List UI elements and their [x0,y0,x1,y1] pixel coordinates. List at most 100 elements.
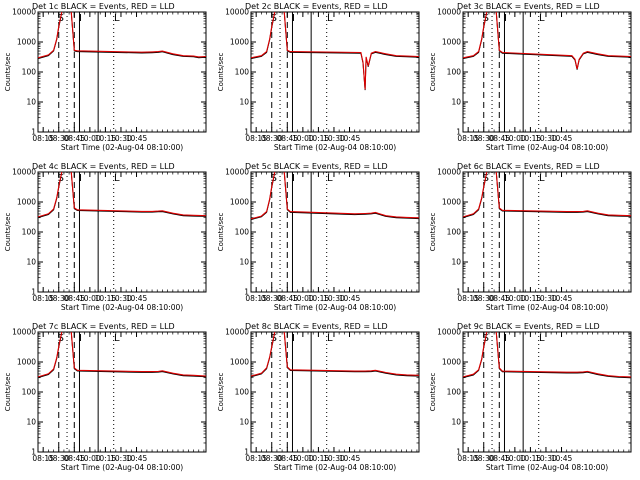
y-tick-label: 10000 [225,328,249,337]
panel-title: Det 8c BLACK = Events, RED = LLD [245,322,388,331]
marker-letter: L [114,333,120,344]
x-tick-label: 08:45 [488,294,510,303]
x-axis-label: Start Time (02-Aug-04 08:10:00) [486,143,608,152]
x-tick-label: 08:45 [276,454,298,463]
marker-letter: I [79,13,82,24]
x-tick-label: 08:45 [488,454,510,463]
x-tick-label: 08:15 [245,294,267,303]
y-tick-label: 10 [26,418,36,427]
marker-letter: I [504,173,507,184]
y-tick-label: 1 [456,448,461,457]
x-tick-label: 10:45 [126,134,148,143]
x-tick-label: 08:15 [457,294,479,303]
y-tick-label: 10 [239,258,249,267]
y-tick-label: 10 [451,258,461,267]
x-tick-label: 10:30 [110,454,132,463]
y-tick-label: 10 [26,258,36,267]
x-tick-label: 08:30 [261,454,283,463]
x-axis-label: Start Time (02-Aug-04 08:10:00) [486,463,608,472]
x-tick-label: 10:00 [292,294,314,303]
y-tick-label: 1 [31,288,36,297]
x-tick-label: 10:00 [292,454,314,463]
lld-series-line [463,12,631,70]
x-tick-label: 10:45 [551,294,573,303]
x-axis-label: Start Time (02-Aug-04 08:10:00) [61,463,183,472]
x-tick-label: 08:15 [245,134,267,143]
x-tick-label: 08:30 [261,294,283,303]
y-tick-label: 1000 [230,198,249,207]
x-tick-label: 10:00 [79,454,101,463]
x-tick-label: 10:15 [308,454,330,463]
y-tick-label: 100 [22,228,37,237]
x-tick-label: 08:30 [48,134,70,143]
x-axis-label: Start Time (02-Aug-04 08:10:00) [274,463,396,472]
x-tick-label: 10:30 [110,294,132,303]
x-tick-label: 10:45 [339,454,361,463]
y-axis-label: Counts/sec [217,373,225,412]
x-tick-label: 08:30 [261,134,283,143]
x-tick-label: 08:45 [63,454,85,463]
y-tick-label: 100 [22,68,37,77]
marker-letter: L [114,173,120,184]
x-tick-label: 10:15 [95,454,117,463]
x-tick-label: 10:15 [95,134,117,143]
x-tick-label: 10:00 [504,294,526,303]
marker-letter: I [504,13,507,24]
y-tick-label: 10 [451,98,461,107]
y-tick-label: 100 [235,228,250,237]
y-tick-label: 1 [244,448,249,457]
x-tick-label: 10:30 [323,454,345,463]
y-tick-label: 10000 [225,8,249,17]
panel-title: Det 7c BLACK = Events, RED = LLD [32,322,175,331]
plot-frame [250,331,420,453]
panel-title: Det 5c BLACK = Events, RED = LLD [245,162,388,171]
x-tick-label: 08:15 [32,134,54,143]
x-tick-label: 10:45 [551,454,573,463]
y-tick-label: 1000 [442,358,461,367]
detector-panel-2: Det 2c BLACK = Events, RED = LLD 1 10 100 10… [217,2,420,152]
x-tick-label: 08:30 [473,134,495,143]
y-tick-label: 1000 [17,358,36,367]
y-tick-label: 1 [456,288,461,297]
y-tick-label: 10 [239,418,249,427]
y-tick-label: 1000 [17,198,36,207]
y-tick-label: 10000 [437,168,461,177]
y-tick-label: 1000 [230,358,249,367]
y-tick-label: 10000 [12,328,36,337]
lld-series-line [38,12,206,59]
x-tick-label: 10:15 [520,134,542,143]
y-tick-label: 100 [447,388,462,397]
x-tick-label: 10:00 [504,134,526,143]
x-axis-label: Start Time (02-Aug-04 08:10:00) [61,303,183,312]
y-tick-label: 1 [244,128,249,137]
detector-panel-7: Det 7c BLACK = Events, RED = LLD 1 10 100 10… [4,322,207,472]
y-tick-label: 1 [31,448,36,457]
x-tick-label: 10:15 [308,134,330,143]
plot-frame [250,11,420,133]
y-tick-label: 100 [235,68,250,77]
marker-letter: I [79,333,82,344]
x-tick-label: 10:00 [79,294,101,303]
lld-series-line [251,332,419,377]
x-axis-label: Start Time (02-Aug-04 08:10:00) [274,143,396,152]
x-tick-label: 08:30 [48,454,70,463]
x-tick-label: 08:15 [32,454,54,463]
marker-letter: I [292,333,295,344]
marker-letter: L [327,333,333,344]
marker-letter: I [79,173,82,184]
marker-letter: L [327,173,333,184]
x-tick-label: 10:30 [535,294,557,303]
detector-panel-3: Det 3c BLACK = Events, RED = LLD 1 10 100 10… [429,2,632,152]
plot-frame [37,331,207,453]
panel-title: Det 4c BLACK = Events, RED = LLD [32,162,175,171]
plot-frame [250,171,420,293]
x-axis-label: Start Time (02-Aug-04 08:10:00) [61,143,183,152]
marker-letter: L [114,13,120,24]
x-tick-label: 10:45 [126,294,148,303]
x-tick-label: 08:30 [473,294,495,303]
y-axis-label: Counts/sec [4,373,12,412]
x-axis-label: Start Time (02-Aug-04 08:10:00) [274,303,396,312]
x-tick-label: 10:30 [110,134,132,143]
plot-frame [37,171,207,293]
y-tick-label: 1000 [17,38,36,47]
